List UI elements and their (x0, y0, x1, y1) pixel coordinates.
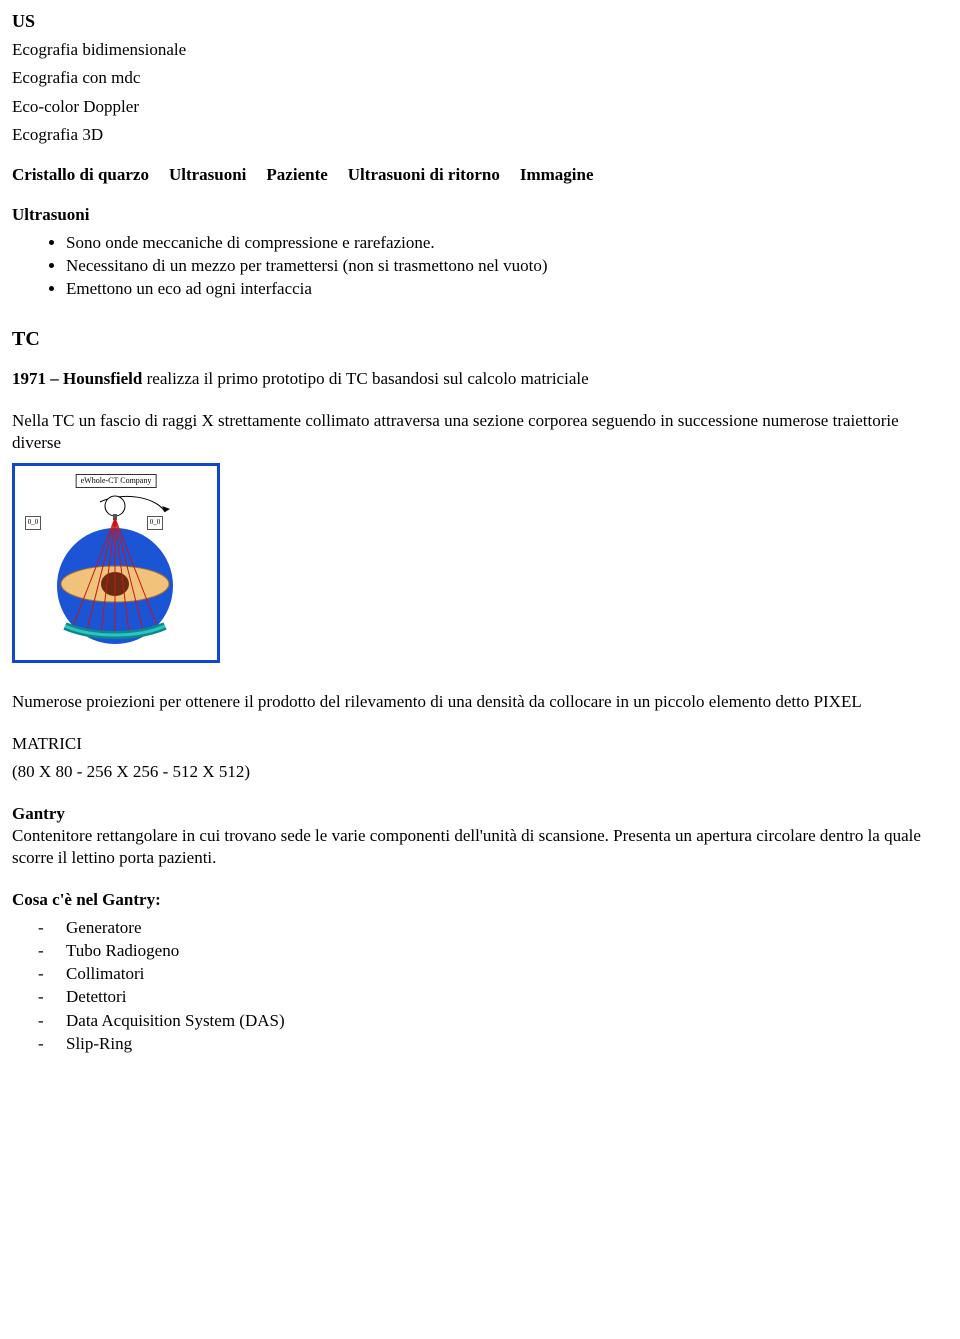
flow-item: Cristallo di quarzo (12, 164, 149, 186)
list-item: Tubo Radiogeno (66, 940, 948, 962)
us-line: Ecografia con mdc (12, 67, 948, 89)
matrici-label: MATRICI (12, 733, 948, 755)
flow-item: Ultrasuoni (169, 164, 246, 186)
flow-item: Paziente (266, 164, 327, 186)
diagram-label: eWhole-CT Company (76, 474, 157, 488)
list-item: Collimatori (66, 963, 948, 985)
matrici-values: (80 X 80 - 256 X 256 - 512 X 512) (12, 761, 948, 783)
us-heading: US (12, 10, 948, 33)
ct-scan-svg (15, 466, 217, 660)
tc-projections: Numerose proiezioni per ottenere il prod… (12, 691, 948, 713)
tc-history-year: 1971 – Hounsfield (12, 369, 142, 388)
ultrasuoni-bullets: Sono onde meccaniche di compressione e r… (12, 232, 948, 300)
us-line: Ecografia 3D (12, 124, 948, 146)
gantry-items: Generatore Tubo Radiogeno Collimatori De… (12, 917, 948, 1055)
list-item: Slip-Ring (66, 1033, 948, 1055)
tc-desc: Nella TC un fascio di raggi X strettamen… (12, 410, 948, 454)
us-flow: Cristallo di quarzo Ultrasuoni Paziente … (12, 164, 948, 186)
list-item: Necessitano di un mezzo per tramettersi … (66, 255, 948, 277)
corner-mark-left: 0_0 (25, 516, 41, 530)
gantry-text: Contenitore rettangolare in cui trovano … (12, 826, 921, 867)
list-item: Detettori (66, 986, 948, 1008)
flow-item: Immagine (520, 164, 594, 186)
us-line: Eco-color Doppler (12, 96, 948, 118)
list-item: Emettono un eco ad ogni interfaccia (66, 278, 948, 300)
list-item: Generatore (66, 917, 948, 939)
corner-mark-right: 0_0 (147, 516, 163, 530)
gantry-inside-label: Cosa c'è nel Gantry: (12, 889, 948, 911)
gantry-label: Gantry (12, 804, 65, 823)
list-item: Sono onde meccaniche di compressione e r… (66, 232, 948, 254)
flow-item: Ultrasuoni di ritorno (348, 164, 500, 186)
tc-heading: TC (12, 326, 948, 352)
gantry-block: Gantry Contenitore rettangolare in cui t… (12, 803, 948, 869)
ultrasuoni-subheading: Ultrasuoni (12, 204, 948, 226)
us-line: Ecografia bidimensionale (12, 39, 948, 61)
tc-history: 1971 – Hounsfield realizza il primo prot… (12, 368, 948, 390)
tc-history-rest: realizza il primo prototipo di TC basand… (142, 369, 588, 388)
tc-diagram: eWhole-CT Company 0_0 0_0 (12, 463, 948, 663)
list-item: Data Acquisition System (DAS) (66, 1010, 948, 1032)
